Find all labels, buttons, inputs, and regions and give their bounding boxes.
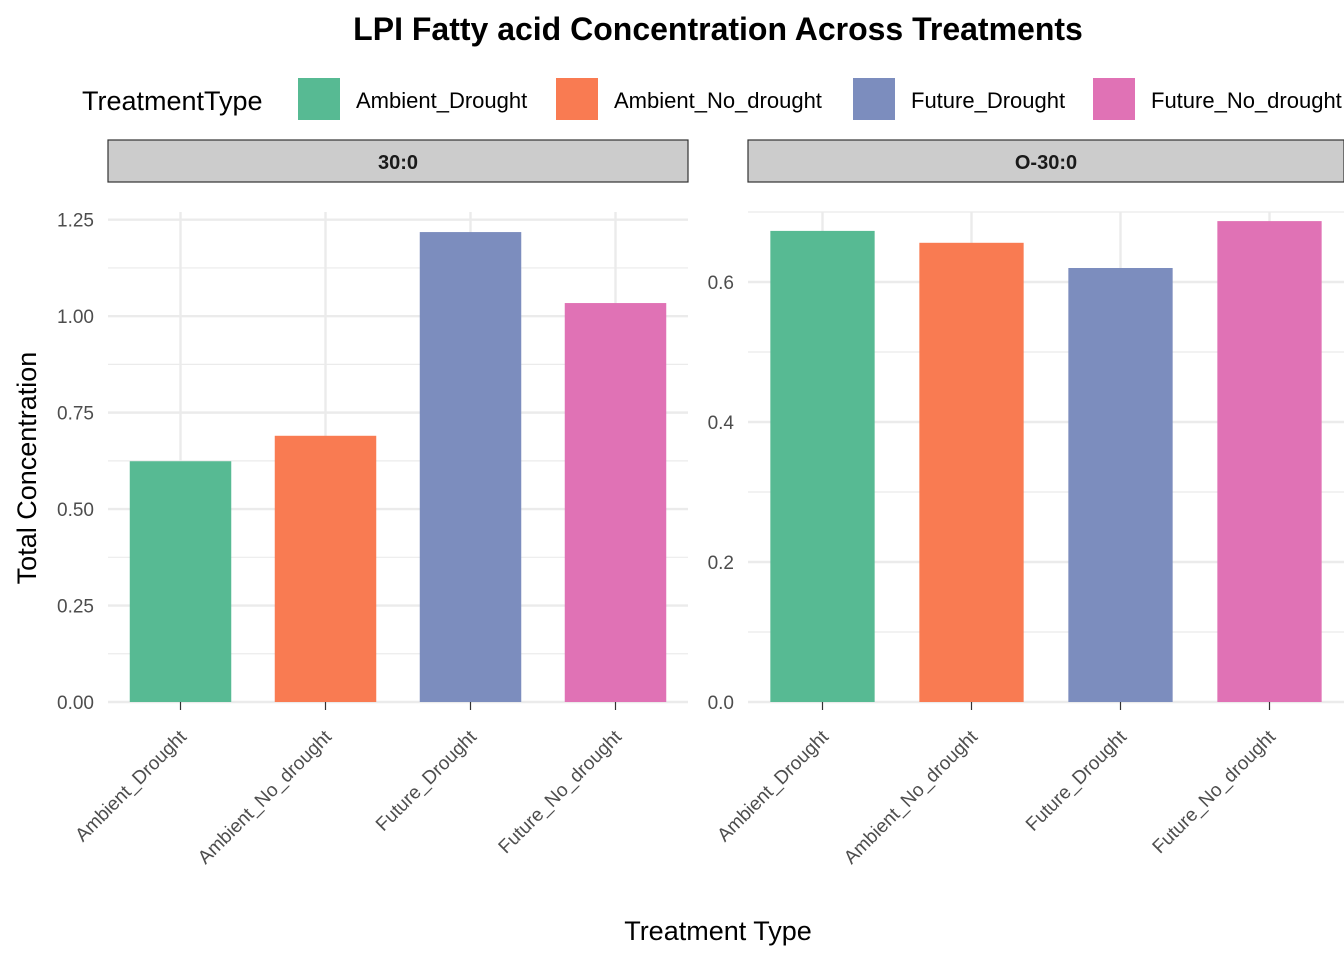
y-tick-label: 0.2 xyxy=(708,553,734,574)
x-axis-title: Treatment Type xyxy=(624,916,812,946)
legend-label: Ambient_Drought xyxy=(356,88,527,113)
facet-strip xyxy=(107,139,689,183)
facet-strip xyxy=(747,139,1344,183)
legend-key xyxy=(556,78,598,120)
facet-strip-label: O-30:0 xyxy=(1015,152,1077,174)
bar xyxy=(770,230,875,702)
y-tick-label: 0.00 xyxy=(57,693,94,714)
x-tick-label: Future_Drought xyxy=(1022,726,1131,835)
y-tick-label: 0.25 xyxy=(57,597,94,618)
x-tick-label: Ambient_No_drought xyxy=(194,726,336,868)
x-tick-label: Future_No_drought xyxy=(495,726,627,858)
y-axis-title: Total Concentration xyxy=(12,352,42,585)
x-tick-label: Future_No_drought xyxy=(1149,726,1281,858)
y-tick-label: 0.0 xyxy=(708,693,734,714)
bar xyxy=(1068,268,1173,702)
x-tick-label: Ambient_No_drought xyxy=(840,726,982,868)
bar xyxy=(129,461,232,702)
bar xyxy=(419,232,522,702)
legend-key xyxy=(853,78,895,120)
y-tick-label: 0.6 xyxy=(708,273,734,294)
bar xyxy=(564,303,667,702)
legend: Ambient_Drought Ambient_No_drought Future_… xyxy=(298,78,1342,120)
y-tick-label: 1.00 xyxy=(57,307,94,328)
chart-title: LPI Fatty acid Concentration Across Trea… xyxy=(353,11,1083,47)
facet-panel: O-30:0 0.0 0.2 0.4 0.6 Ambient_Drought Ambient… xyxy=(708,139,1344,869)
y-tick-label: 0.75 xyxy=(57,404,94,425)
legend-label: Future_No_drought xyxy=(1151,88,1342,113)
legend-key xyxy=(298,78,340,120)
legend-title: TreatmentType xyxy=(82,86,263,116)
x-tick-label: Ambient_Drought xyxy=(714,726,834,846)
bar xyxy=(919,242,1024,703)
facet-panels: 30:0 0.00 0.25 0.50 0.75 1.00 1.25 Ambient_Drou… xyxy=(57,139,1344,869)
facet-panel: 30:0 0.00 0.25 0.50 0.75 1.00 1.25 Ambient_Drou… xyxy=(57,139,689,869)
y-tick-label: 0.50 xyxy=(57,500,94,521)
legend-key xyxy=(1093,78,1135,120)
y-tick-label: 1.25 xyxy=(57,211,94,232)
legend-label: Ambient_No_drought xyxy=(614,88,822,113)
legend-label: Future_Drought xyxy=(911,88,1065,113)
y-tick-label: 0.4 xyxy=(708,413,735,434)
facet-strip-label: 30:0 xyxy=(378,152,418,174)
x-tick-label: Ambient_Drought xyxy=(72,726,192,846)
x-tick-label: Future_Drought xyxy=(372,726,481,835)
bar xyxy=(274,435,377,702)
bar xyxy=(1217,221,1322,702)
